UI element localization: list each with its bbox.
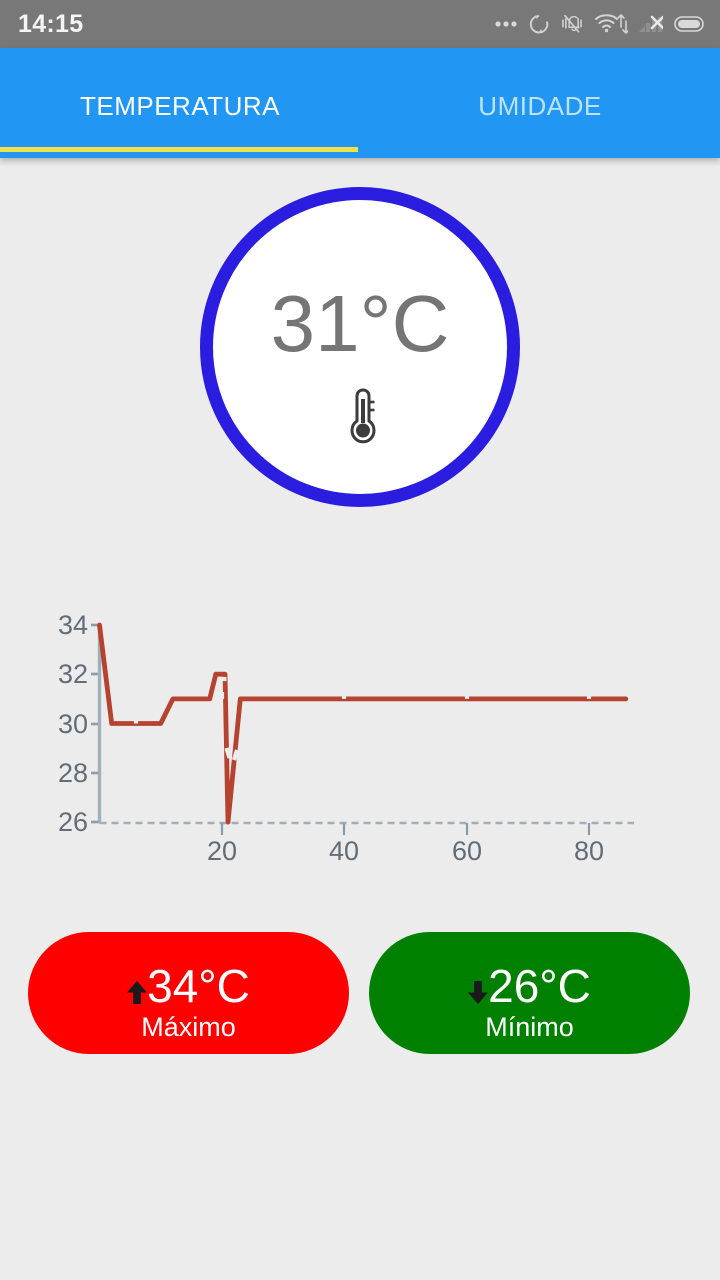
svg-text:30: 30 xyxy=(58,709,88,739)
svg-text:80: 80 xyxy=(574,836,604,866)
svg-text:28: 28 xyxy=(58,758,88,788)
svg-text:60: 60 xyxy=(452,836,482,866)
svg-text:40: 40 xyxy=(329,836,359,866)
svg-text:20: 20 xyxy=(207,836,237,866)
svg-text:34: 34 xyxy=(58,610,88,640)
svg-text:32: 32 xyxy=(58,659,88,689)
svg-text:26: 26 xyxy=(58,807,88,837)
